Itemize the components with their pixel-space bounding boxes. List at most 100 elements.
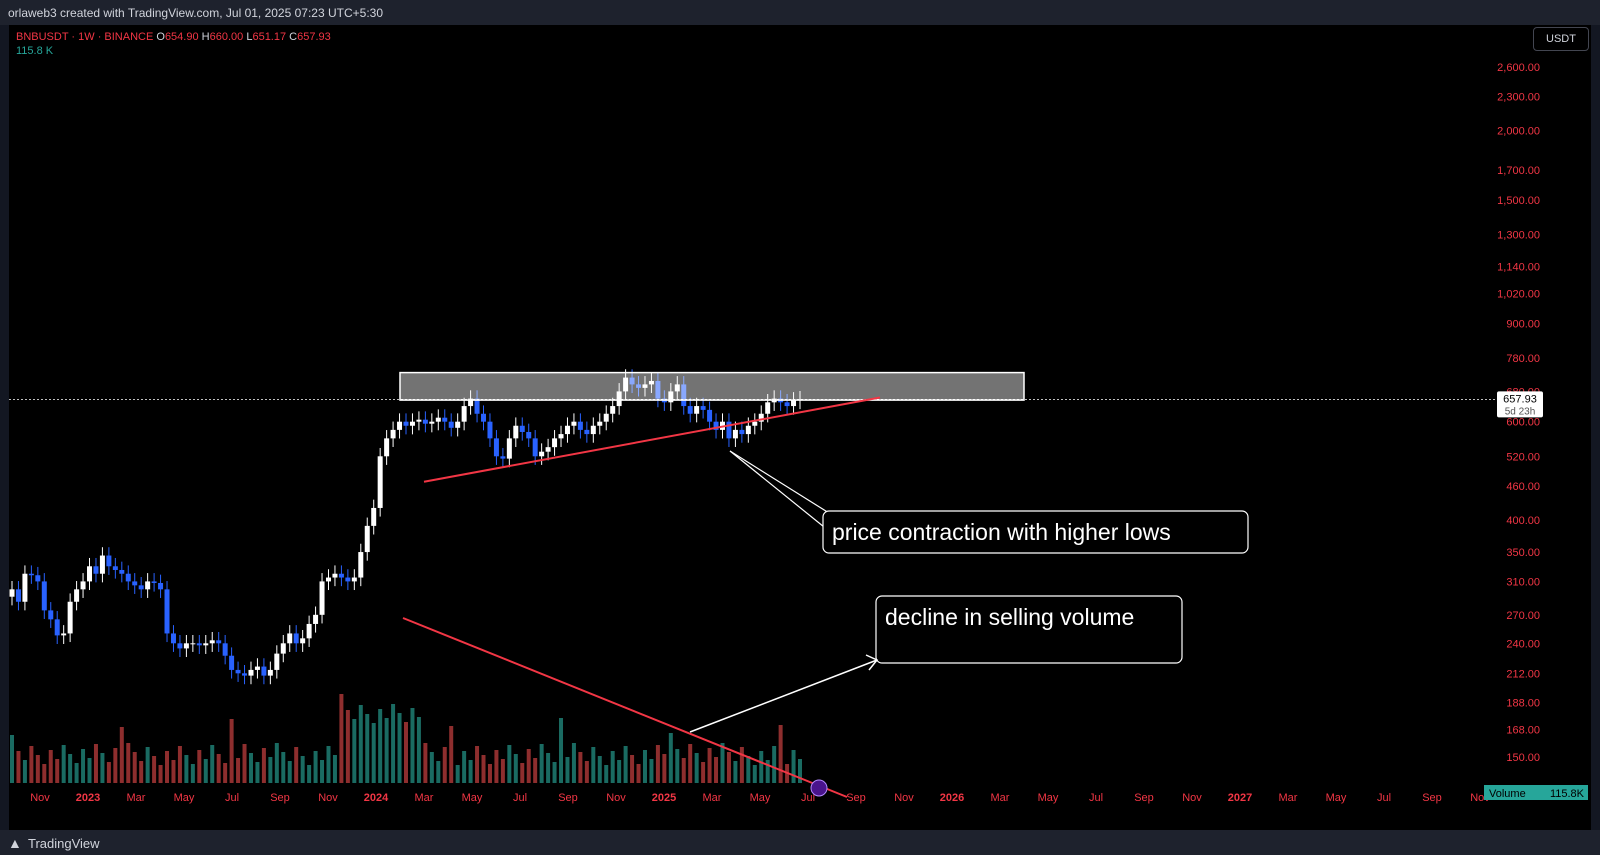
- candle-body: [93, 566, 99, 574]
- volume-bar: [468, 760, 473, 783]
- volume-bar: [190, 764, 195, 783]
- volume-bar: [455, 765, 460, 783]
- volume-bar: [320, 760, 325, 783]
- candle-body: [67, 601, 73, 634]
- x-tick-label: Mar: [127, 792, 146, 804]
- volume-bar: [798, 759, 802, 783]
- callout-pointer-line: [729, 450, 830, 532]
- candle-body: [306, 623, 312, 639]
- candle-body: [577, 421, 583, 430]
- candle-body: [145, 581, 151, 590]
- candle-body: [468, 398, 474, 407]
- x-tick-label: Nov: [30, 792, 50, 804]
- candle-body: [629, 377, 635, 385]
- candle-body: [564, 425, 570, 435]
- x-tick-label: Sep: [846, 792, 866, 804]
- x-tick-label: 2027: [1228, 792, 1252, 804]
- y-tick-label: 240.00: [1506, 638, 1540, 650]
- volume-bar: [597, 756, 602, 783]
- volume-bar: [106, 762, 111, 783]
- candle-body: [170, 633, 176, 644]
- volume-bar: [449, 726, 454, 783]
- candle-body: [745, 425, 751, 435]
- volume-bar: [546, 753, 551, 783]
- chart-area[interactable]: [9, 25, 1591, 830]
- candle-body: [74, 589, 80, 602]
- candle-body: [668, 391, 674, 403]
- candle-body: [791, 400, 797, 407]
- candle-body: [364, 525, 370, 553]
- y-tick-label: 1,500.00: [1497, 195, 1540, 207]
- volume-bar: [132, 752, 137, 783]
- volume-bar: [752, 765, 757, 783]
- candle-body: [403, 421, 409, 426]
- volume-bar: [87, 758, 92, 783]
- volume-bar: [229, 719, 234, 783]
- volume-bar: [533, 758, 538, 783]
- x-tick-label: Jul: [1377, 792, 1391, 804]
- volume-bar: [74, 763, 79, 783]
- x-tick-label: Jul: [801, 792, 815, 804]
- volume-bar: [410, 708, 415, 783]
- candle-body: [177, 643, 183, 649]
- tradingview-brand: TradingView: [28, 836, 100, 851]
- volume-bar: [22, 760, 27, 783]
- symbol-name: BNBUSDT · 1W · BINANCE: [16, 31, 154, 43]
- volume-bar: [584, 761, 589, 783]
- x-tick-label: Sep: [1422, 792, 1442, 804]
- y-tick-label: 350.00: [1506, 547, 1540, 559]
- y-tick-label: 2,600.00: [1497, 62, 1540, 74]
- volume-bar: [475, 746, 480, 783]
- volume-tag-label: Volume: [1489, 788, 1526, 800]
- x-tick-label: 2025: [652, 792, 676, 804]
- y-tick-label: 400.00: [1506, 515, 1540, 527]
- volume-bar: [442, 747, 447, 783]
- volume-bar: [436, 761, 441, 783]
- volume-bar: [778, 725, 783, 783]
- candle-body: [274, 653, 280, 670]
- volume-bar: [81, 749, 86, 783]
- candle-body: [648, 380, 654, 385]
- volume-bar: [294, 747, 299, 783]
- x-tick-label: May: [174, 792, 195, 804]
- volume-bar: [513, 754, 518, 783]
- volume-bar: [675, 749, 680, 783]
- candle-body: [610, 406, 616, 414]
- candle-body: [526, 431, 532, 439]
- volume-bar: [313, 751, 318, 783]
- volume-bar: [352, 719, 357, 783]
- volume-bar: [242, 744, 247, 783]
- candle-body: [493, 438, 499, 457]
- candle-body: [390, 429, 396, 439]
- candle-body: [435, 417, 441, 422]
- x-tick-label: Sep: [558, 792, 578, 804]
- x-tick-label: Mar: [415, 792, 434, 804]
- open-label: O: [156, 31, 165, 43]
- price-tag-value: 657.93: [1503, 393, 1537, 405]
- symbol-legend[interactable]: BNBUSDT · 1W · BINANCE O654.90 H660.00 L…: [16, 31, 331, 43]
- candle-body: [545, 447, 551, 452]
- x-tick-label: Nov: [606, 792, 626, 804]
- candle-body: [461, 406, 467, 422]
- volume-bar: [610, 751, 615, 783]
- candle-body: [203, 643, 209, 646]
- volume-bar: [701, 762, 706, 783]
- volume-tag-box: [1484, 785, 1588, 800]
- contraction-callout-box: [822, 510, 1249, 554]
- volume-bar: [287, 761, 292, 783]
- volume-bar: [358, 705, 363, 783]
- candle-body: [752, 421, 758, 426]
- volume-bar: [184, 755, 189, 783]
- resistance-zone: [399, 371, 1025, 401]
- candle-body: [487, 421, 493, 439]
- volume-bar: [332, 755, 337, 783]
- candle-body: [267, 669, 273, 676]
- currency-button[interactable]: USDT: [1533, 27, 1589, 51]
- volume-bar: [152, 756, 157, 783]
- candle-body: [442, 417, 448, 422]
- candle-body: [642, 384, 648, 388]
- volume-bar: [274, 743, 279, 783]
- footer-bar: ▲ TradingView: [0, 830, 1600, 855]
- candle-body: [287, 633, 293, 644]
